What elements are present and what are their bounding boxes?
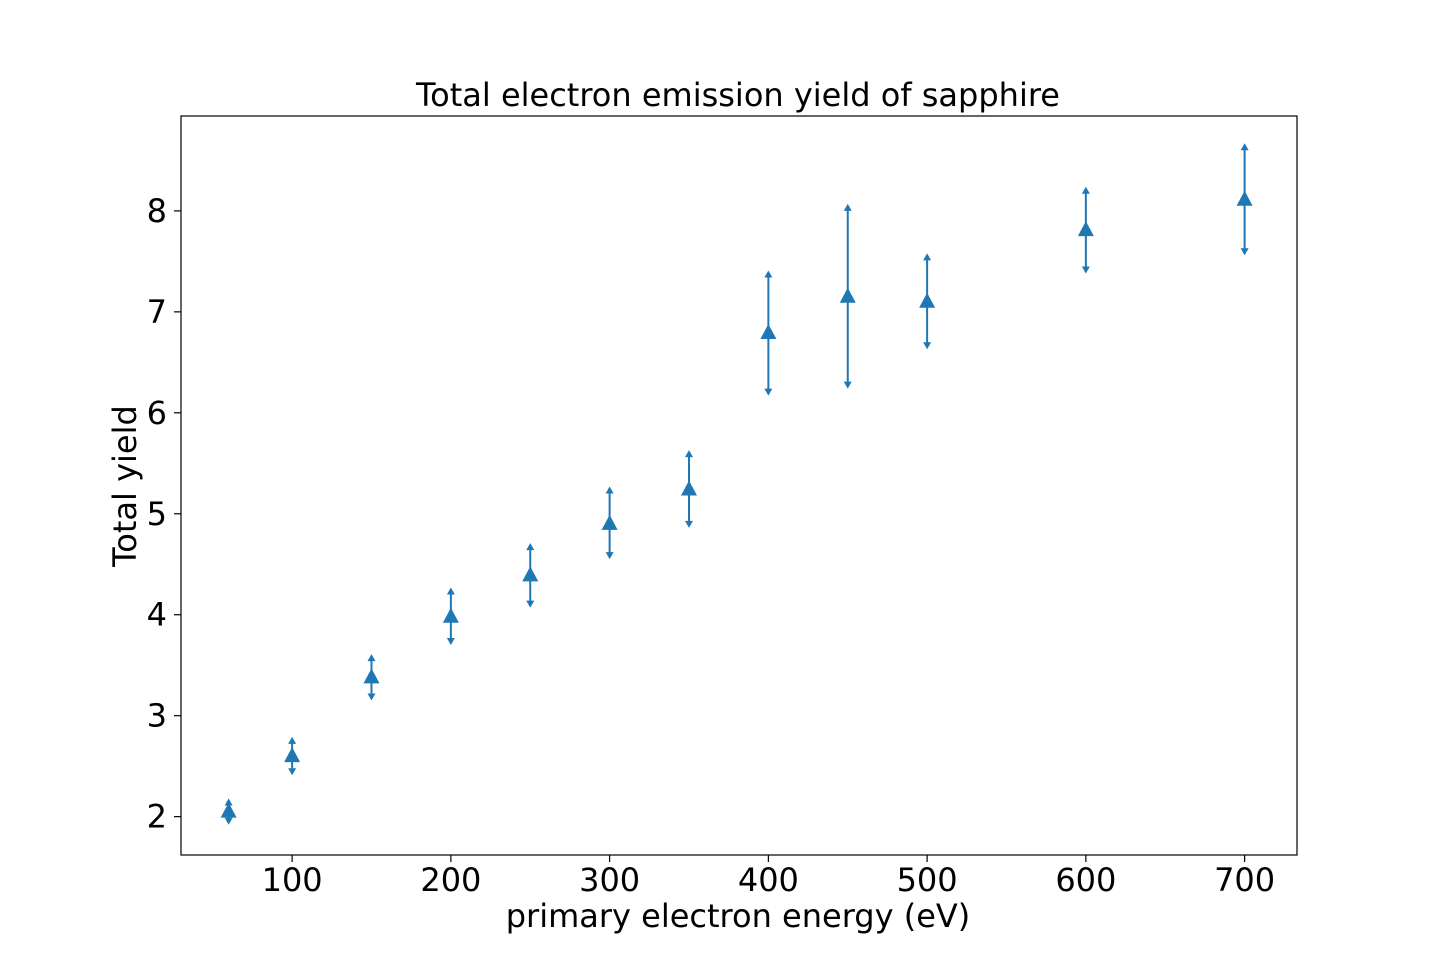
data-point: [522, 566, 539, 582]
chart-title: Total electron emission yield of sapphir…: [415, 76, 1060, 114]
plot-area: [180, 115, 1298, 856]
error-cap-upper: [1240, 143, 1249, 151]
x-axis: 100 200 300 400 500 600 700: [262, 855, 1275, 899]
x-tick-label: 500: [897, 861, 958, 899]
data-point: [220, 802, 237, 818]
x-axis-label: primary electron energy (eV): [506, 897, 971, 935]
y-tick-label: 8: [147, 192, 167, 230]
error-cap-upper: [843, 203, 852, 211]
error-cap-lower: [1081, 266, 1090, 274]
error-cap-upper: [684, 450, 693, 458]
error-cap-upper: [1081, 186, 1090, 194]
data-point: [363, 668, 380, 684]
error-cap-lower: [605, 552, 614, 560]
data-point: [1236, 190, 1253, 206]
x-tick-label: 400: [738, 861, 799, 899]
x-tick-label: 200: [420, 861, 481, 899]
x-tick-label: 100: [262, 861, 323, 899]
error-cap-lower: [764, 388, 773, 396]
error-cap-upper: [923, 253, 932, 261]
data-point: [919, 292, 936, 308]
error-cap-lower: [1240, 248, 1249, 256]
data-point: [760, 324, 777, 340]
error-cap-lower: [684, 520, 693, 528]
y-tick-label: 6: [147, 394, 167, 432]
y-axis: 2 3 4 5 6 7 8: [147, 192, 181, 836]
y-tick-label: 3: [147, 697, 167, 735]
error-cap-upper: [605, 486, 614, 494]
data-point: [680, 480, 697, 496]
error-cap-lower: [843, 381, 852, 389]
y-tick-label: 7: [147, 293, 167, 331]
error-cap-upper: [288, 736, 297, 744]
data-point: [601, 514, 618, 530]
x-tick-label: 700: [1214, 861, 1275, 899]
error-cap-lower: [367, 693, 376, 701]
error-cap-upper: [526, 543, 535, 551]
error-cap-upper: [446, 587, 455, 595]
y-tick-label: 2: [147, 798, 167, 836]
error-cap-upper: [764, 270, 773, 278]
y-axis-label: Total yield: [106, 405, 144, 568]
error-cap-lower: [526, 600, 535, 608]
data-points: [220, 143, 1253, 825]
error-cap-lower: [923, 342, 932, 350]
data-point: [442, 607, 459, 623]
error-cap-upper: [224, 798, 233, 806]
x-tick-label: 300: [579, 861, 640, 899]
error-cap-lower: [224, 817, 233, 825]
error-cap-lower: [446, 637, 455, 645]
y-tick-label: 4: [147, 596, 167, 634]
error-cap-lower: [288, 768, 297, 776]
y-tick-label: 5: [147, 495, 167, 533]
error-cap-upper: [367, 654, 376, 662]
data-point: [1077, 221, 1094, 237]
data-point: [284, 747, 301, 763]
x-tick-label: 600: [1055, 861, 1116, 899]
data-point: [839, 287, 856, 303]
